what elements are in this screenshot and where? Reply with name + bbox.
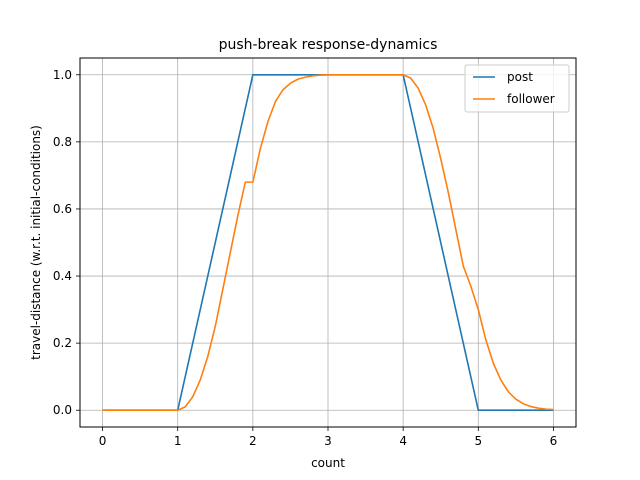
x-tick-label: 0	[99, 434, 107, 448]
series-layer	[102, 73, 554, 412]
y-tick-label: 1.0	[53, 68, 72, 82]
legend-label-post: post	[507, 70, 533, 84]
x-tick-label: 3	[324, 434, 332, 448]
x-tick-label: 6	[550, 434, 558, 448]
x-tick-label: 4	[399, 434, 407, 448]
y-tick-label: 0.8	[53, 135, 72, 149]
series-line-follower	[102, 73, 554, 412]
y-tick-label: 0.2	[53, 336, 72, 350]
x-axis-label: count	[311, 456, 345, 470]
legend: post follower	[464, 64, 570, 113]
x-tick-label: 1	[174, 434, 182, 448]
chart-title: push-break response-dynamics	[219, 37, 438, 53]
y-tick-label: 0.6	[53, 202, 72, 216]
y-axis-label: travel-distance (w.r.t. initial-conditio…	[29, 125, 43, 360]
x-tick-label: 2	[249, 434, 257, 448]
legend-label-follower: follower	[507, 92, 555, 106]
y-tick-label: 0.4	[53, 269, 72, 283]
y-tick-label: 0.0	[53, 403, 72, 417]
axis-ticks: 0 1 2 3 4 5 6 0.0 0.2 0.4 0.6 0.8 1.0	[53, 68, 557, 448]
x-tick-label: 5	[474, 434, 482, 448]
